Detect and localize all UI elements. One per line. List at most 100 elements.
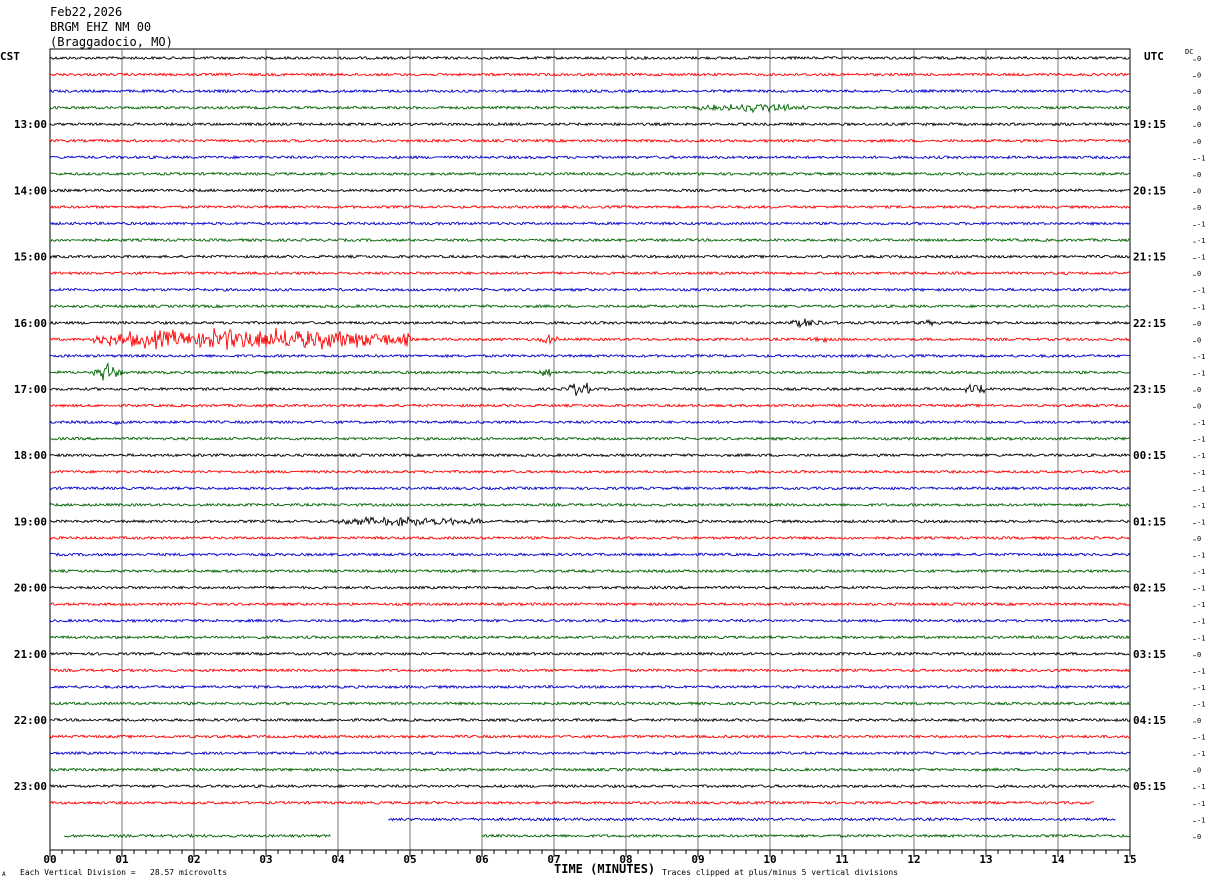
dc-offset-label: 0 — [1197, 187, 1201, 195]
trace-line — [49, 138, 1131, 144]
utc-hour-label: 20:15 — [1133, 184, 1166, 197]
x-tick-label: 03 — [259, 853, 272, 866]
plot-frame — [49, 48, 1131, 851]
trace-line — [49, 55, 1131, 61]
trace-line — [49, 436, 1131, 442]
dc-offset-label: -1 — [1197, 601, 1205, 609]
header-location: (Braggadocio, MO) — [50, 35, 173, 49]
x-tick-label: 00 — [43, 853, 56, 866]
trace-line — [49, 535, 1131, 541]
clip-note: Traces clipped at plus/minus 5 vertical … — [662, 868, 899, 877]
dc-offset-label: 0 — [1197, 55, 1201, 63]
x-tick-label: 10 — [763, 853, 776, 866]
trace-line — [49, 552, 1131, 557]
dc-offset-label: 0 — [1197, 138, 1201, 146]
trace-line — [49, 651, 1130, 657]
trace-line — [49, 485, 1131, 491]
cst-hour-label: 22:00 — [14, 714, 47, 727]
corner-mark: A — [2, 871, 6, 878]
trace-line — [49, 403, 1131, 408]
x-tick-label: 01 — [115, 853, 129, 866]
trace-line — [481, 833, 1131, 839]
trace-line — [49, 452, 1131, 458]
cst-hour-label: 15:00 — [14, 251, 47, 264]
trace-line — [49, 254, 1131, 260]
dc-offset-label: -1 — [1197, 667, 1205, 675]
utc-hour-label: 00:15 — [1133, 449, 1166, 462]
dc-label: DC — [1185, 48, 1194, 56]
utc-hour-label: 04:15 — [1133, 714, 1166, 727]
utc-hour-label: 05:15 — [1133, 780, 1166, 793]
trace-line — [49, 734, 1131, 739]
dc-offset-label: 0 — [1197, 270, 1201, 278]
dc-offset-label: -1 — [1197, 585, 1205, 593]
trace-line — [388, 816, 1116, 822]
dc-offset-label: -1 — [1197, 750, 1205, 758]
dc-offset-label: -1 — [1197, 734, 1205, 742]
trace-line — [50, 237, 1131, 243]
trace-line — [49, 361, 1131, 381]
cst-hour-label: 18:00 — [14, 449, 47, 462]
x-tick-label: 04 — [331, 853, 345, 866]
dc-offset-label: 0 — [1197, 833, 1201, 841]
trace-line — [49, 469, 1131, 475]
cst-hour-label: 17:00 — [14, 383, 47, 396]
dc-offset-label: -1 — [1197, 436, 1205, 444]
dc-offset-label: -1 — [1197, 237, 1205, 245]
trace-line — [49, 270, 1131, 276]
dc-offset-label: -1 — [1197, 783, 1205, 791]
dc-offset-label: -1 — [1197, 353, 1205, 361]
cst-hour-label: 13:00 — [14, 118, 47, 131]
x-tick-label: 12 — [907, 853, 920, 866]
cst-hour-label: 23:00 — [14, 780, 47, 793]
dc-offset-label: -1 — [1197, 502, 1205, 510]
dc-offset-label: 0 — [1197, 320, 1201, 328]
dc-offset-label: -1 — [1197, 221, 1205, 229]
dc-offset-label: 0 — [1197, 386, 1201, 394]
cst-hour-label: 21:00 — [14, 648, 47, 661]
trace-line — [49, 601, 1131, 607]
dc-offset-label: 0 — [1197, 403, 1201, 411]
dc-offset-label: -1 — [1197, 518, 1205, 526]
trace-line — [49, 287, 1131, 293]
utc-hour-label: 19:15 — [1133, 118, 1166, 131]
cst-hour-label: 19:00 — [14, 515, 47, 528]
trace-line — [49, 303, 1131, 309]
x-tick-label: 09 — [691, 853, 704, 866]
trace-line — [49, 204, 1131, 210]
trace-line — [49, 515, 1131, 527]
dc-offset-label: 0 — [1197, 767, 1201, 775]
x-tick-label: 05 — [403, 853, 416, 866]
trace-line — [49, 382, 1131, 396]
dc-offset-label: 0 — [1197, 535, 1201, 543]
trace-line — [49, 88, 1131, 94]
dc-offset-label: -1 — [1197, 700, 1205, 708]
trace-line — [49, 767, 1131, 773]
trace-line — [49, 353, 1131, 359]
dc-offset-label: -1 — [1197, 303, 1205, 311]
trace-line — [49, 154, 1131, 160]
trace-line — [49, 684, 1130, 690]
dc-offset-label: 0 — [1197, 651, 1201, 659]
utc-hour-label: 03:15 — [1133, 648, 1166, 661]
x-tick-label: 11 — [835, 853, 849, 866]
dc-offset-label: -1 — [1197, 419, 1205, 427]
cst-hour-label: 20:00 — [14, 582, 47, 595]
dc-offset-label: 0 — [1197, 121, 1201, 129]
dc-offset-label: -1 — [1197, 254, 1205, 262]
utc-hour-label: 22:15 — [1133, 317, 1166, 330]
trace-line — [49, 419, 1131, 426]
trace-line — [49, 618, 1131, 624]
dc-offset-label: -1 — [1197, 634, 1205, 642]
x-axis-title: TIME (MINUTES) — [554, 862, 656, 876]
dc-offset-label: -1 — [1197, 452, 1205, 460]
dc-offset-label: -1 — [1197, 154, 1205, 162]
dc-offset-label: 0 — [1197, 204, 1201, 212]
dc-offset-label: -1 — [1197, 568, 1205, 576]
x-tick-label: 07 — [547, 853, 560, 866]
dc-offset-label: -1 — [1197, 485, 1205, 493]
cst-hour-label: 14:00 — [14, 184, 47, 197]
dc-offset-label: -1 — [1197, 618, 1205, 626]
trace-line — [49, 750, 1131, 756]
